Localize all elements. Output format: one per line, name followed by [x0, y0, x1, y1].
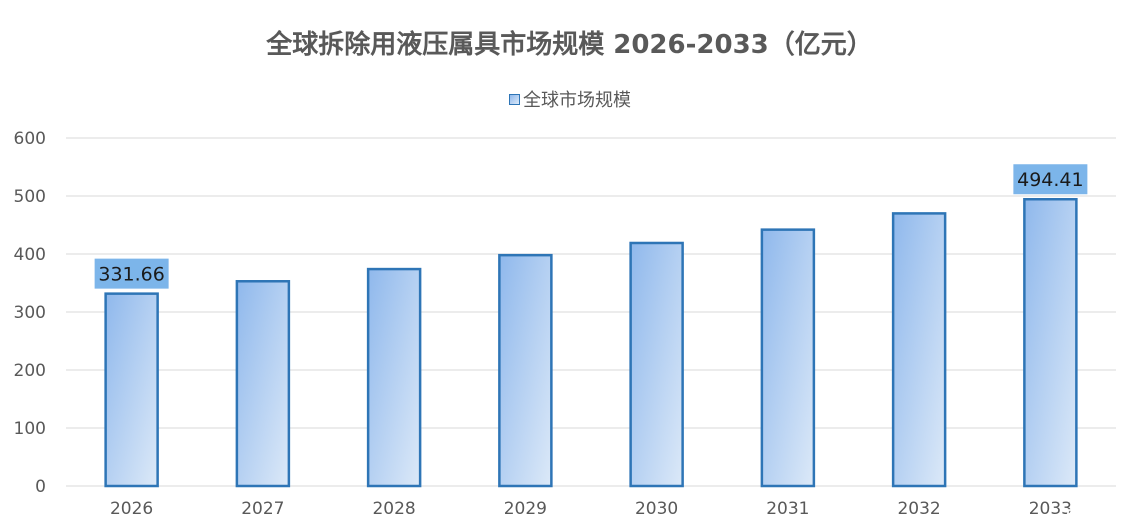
watermark: G 格隆汇	[1066, 507, 1133, 528]
x-axis: 2026 2027 2028 2029 2030 2031 2032 2033	[110, 499, 1072, 519]
legend-swatch	[509, 93, 520, 105]
watermark-text: 格隆汇	[1087, 509, 1133, 527]
bars	[104, 197, 1078, 488]
x-tick-label: 2032	[897, 499, 940, 519]
x-tick-label: 2030	[635, 499, 678, 519]
bar-2026	[104, 292, 159, 488]
y-tick-label: 500	[14, 187, 46, 207]
chart-title: 全球拆除用液压属具市场规模 2026-2033（亿元）	[266, 30, 873, 60]
legend: 全球市场规模	[509, 88, 631, 111]
y-tick-label: 300	[14, 303, 46, 323]
x-tick-label: 2026	[110, 499, 153, 519]
bar-2028	[366, 267, 422, 488]
y-tick-label: 0	[35, 477, 46, 497]
x-tick-label: 2027	[241, 499, 284, 519]
bar-2033	[1023, 197, 1078, 488]
x-tick-label: 2028	[372, 499, 415, 519]
data-label-2033: 494.41	[1013, 164, 1088, 195]
bar-2030	[629, 241, 684, 488]
bar-2032	[891, 212, 947, 488]
y-tick-label: 600	[14, 129, 46, 149]
data-label-bg	[1013, 164, 1088, 195]
x-tick-label: 2033	[1029, 499, 1072, 519]
bar-2031	[760, 228, 816, 488]
y-tick-label: 100	[14, 419, 46, 439]
gridlines	[66, 137, 1116, 487]
y-tick-label: 400	[14, 245, 46, 265]
data-label-bg	[94, 258, 169, 289]
bar-2029	[498, 253, 553, 488]
data-label-text: 331.66	[98, 264, 164, 286]
data-labels: 331.66 494.41	[94, 164, 1088, 289]
x-tick-label: 2029	[504, 499, 547, 519]
y-axis: 0 100 200 300 400 500 600	[14, 129, 46, 497]
y-tick-label: 200	[14, 361, 46, 381]
gelonghui-logo-icon: G	[1066, 508, 1085, 527]
data-label-text: 494.41	[1017, 169, 1083, 191]
x-tick-label: 2031	[766, 499, 809, 519]
bar-2027	[235, 280, 291, 488]
legend-label: 全球市场规模	[523, 90, 631, 111]
data-label-2026: 331.66	[94, 258, 169, 289]
